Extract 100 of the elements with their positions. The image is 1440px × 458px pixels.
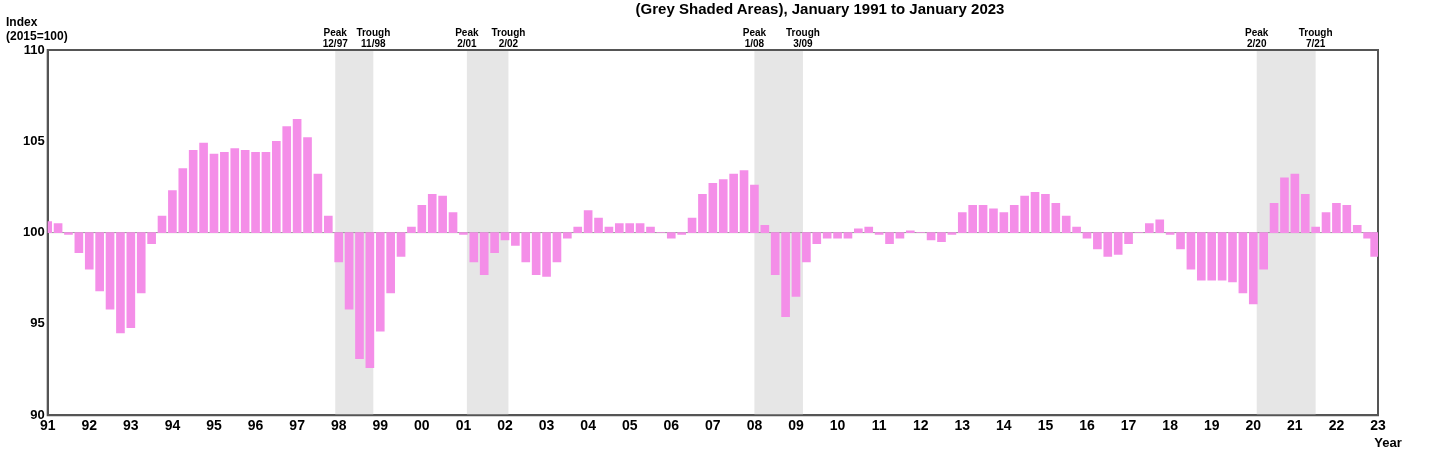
annotation: Trough 3/09 bbox=[785, 27, 820, 49]
bar bbox=[978, 204, 988, 233]
bar bbox=[822, 232, 832, 239]
bar bbox=[1228, 232, 1237, 283]
annotation: Trough 7/21 bbox=[1298, 27, 1333, 49]
y-tick-label: 95 bbox=[30, 315, 45, 331]
bar bbox=[365, 232, 375, 369]
bar bbox=[1321, 212, 1331, 233]
bar bbox=[355, 232, 364, 359]
x-tick-label: 22 bbox=[1328, 417, 1345, 434]
bar bbox=[1280, 177, 1289, 233]
bar bbox=[1082, 232, 1092, 239]
x-tick-label: 95 bbox=[206, 417, 222, 434]
bar bbox=[604, 226, 614, 233]
bar bbox=[833, 232, 842, 239]
annotation: Trough 2/02 bbox=[491, 27, 526, 49]
x-tick-label: 20 bbox=[1245, 417, 1262, 434]
x-tick-label: 05 bbox=[621, 417, 638, 434]
bar bbox=[1165, 232, 1175, 235]
bar bbox=[646, 226, 655, 233]
bar bbox=[947, 232, 957, 235]
x-tick-label: 06 bbox=[663, 417, 680, 434]
bar bbox=[396, 232, 406, 257]
bar bbox=[313, 173, 323, 233]
x-tick-label: 01 bbox=[455, 417, 472, 434]
annotation: Peak 12/97 bbox=[322, 27, 349, 49]
annotation: Peak 2/20 bbox=[1245, 27, 1269, 49]
bar bbox=[105, 232, 115, 310]
annotation: Peak 1/08 bbox=[742, 27, 767, 49]
x-tick-label: 97 bbox=[289, 417, 306, 434]
x-tick-label: 12 bbox=[912, 417, 929, 434]
bar bbox=[531, 232, 541, 275]
x-tick-label: 00 bbox=[414, 417, 430, 434]
x-tick-label: 07 bbox=[705, 417, 721, 434]
x-tick-label: 15 bbox=[1037, 417, 1054, 434]
y-axis-title: Index (2015=100) bbox=[6, 15, 68, 43]
y-tick-label: 110 bbox=[23, 41, 45, 57]
x-tick-label: 96 bbox=[247, 417, 264, 434]
bar bbox=[594, 217, 603, 233]
bar bbox=[74, 232, 84, 254]
bar bbox=[635, 223, 645, 233]
y-tick-label: 105 bbox=[22, 132, 45, 148]
bar bbox=[687, 217, 697, 233]
bar bbox=[1030, 192, 1040, 233]
bar bbox=[1238, 232, 1248, 294]
bar bbox=[895, 232, 905, 239]
x-tick-label: 18 bbox=[1162, 417, 1179, 434]
bar bbox=[116, 232, 125, 334]
bar bbox=[1186, 232, 1196, 270]
bar bbox=[843, 232, 853, 239]
bar bbox=[999, 212, 1009, 233]
x-tick-label: 02 bbox=[497, 417, 513, 434]
bar bbox=[407, 226, 416, 233]
bar bbox=[1290, 173, 1300, 233]
bar bbox=[926, 232, 936, 241]
x-tick-label: 13 bbox=[954, 417, 971, 434]
bar bbox=[739, 170, 749, 233]
x-tick-label: 16 bbox=[1079, 417, 1095, 434]
bar bbox=[1217, 232, 1227, 281]
bar bbox=[500, 232, 510, 241]
bar bbox=[303, 137, 312, 233]
annotation: Trough 11/98 bbox=[356, 27, 391, 49]
bar bbox=[344, 232, 354, 310]
bar bbox=[448, 212, 458, 233]
x-tick-label: 10 bbox=[829, 417, 846, 434]
bar bbox=[989, 208, 998, 233]
bar bbox=[157, 215, 167, 233]
x-tick-label: 14 bbox=[996, 417, 1012, 434]
bar bbox=[542, 232, 551, 277]
bar bbox=[126, 232, 136, 328]
x-tick-label: 99 bbox=[372, 417, 389, 434]
bar bbox=[708, 182, 718, 233]
x-tick-label: 17 bbox=[1120, 417, 1137, 434]
bar bbox=[240, 150, 250, 233]
bar bbox=[698, 193, 707, 233]
x-tick-label: 11 bbox=[871, 417, 887, 434]
bar bbox=[552, 232, 562, 263]
bar bbox=[791, 232, 801, 297]
x-tick-label: 93 bbox=[123, 417, 139, 434]
x-tick-label: 19 bbox=[1203, 417, 1220, 434]
bar bbox=[251, 151, 260, 233]
x-tick-label: 98 bbox=[330, 417, 347, 434]
x-tick-label: 09 bbox=[788, 417, 804, 434]
x-axis-title: Year bbox=[1374, 435, 1402, 451]
annotation: Peak 2/01 bbox=[455, 27, 479, 49]
bar bbox=[417, 204, 427, 233]
x-tick-label: 92 bbox=[81, 417, 98, 434]
bar bbox=[1269, 203, 1279, 233]
y-tick-label: 100 bbox=[22, 224, 45, 240]
bar bbox=[261, 151, 271, 233]
bar bbox=[64, 232, 73, 235]
bar bbox=[292, 119, 302, 233]
bar bbox=[1176, 232, 1185, 250]
bar bbox=[885, 232, 894, 244]
bar bbox=[209, 153, 219, 233]
bar bbox=[583, 210, 593, 233]
x-tick-label: 23 bbox=[1370, 417, 1386, 434]
x-tick-label: 03 bbox=[538, 417, 555, 434]
x-tick-label: 04 bbox=[580, 417, 597, 434]
x-tick-label: 08 bbox=[746, 417, 763, 434]
